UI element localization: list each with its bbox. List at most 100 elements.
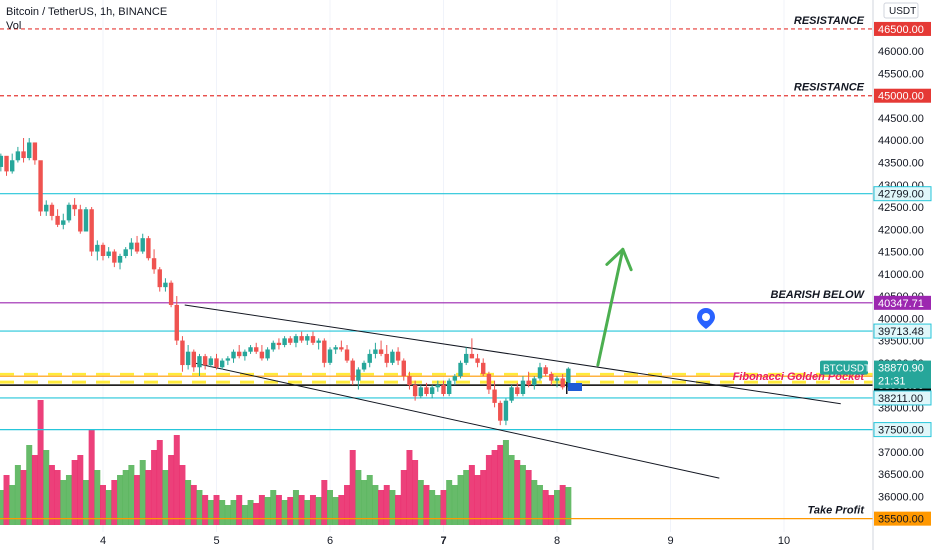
volume-bar [139, 460, 146, 525]
volume-bar [423, 485, 430, 525]
candle-body [66, 204, 72, 221]
x-tick-label: 7 [440, 535, 446, 547]
candle-body [407, 376, 412, 386]
candle-body [554, 378, 560, 381]
price-label-box [873, 390, 932, 406]
pin-center [702, 313, 710, 321]
last-price-value: 38870.90 [878, 363, 924, 375]
candle-body [498, 402, 503, 421]
candle-body [305, 336, 310, 341]
candle-body [356, 369, 361, 381]
volume-bar [321, 480, 328, 525]
candle-body [78, 209, 83, 232]
volume-bar [230, 500, 237, 525]
volume-bar [519, 465, 526, 525]
price-label-box [873, 186, 932, 202]
candle-body [469, 353, 475, 359]
volume-bar [20, 470, 27, 525]
volume-bar [111, 480, 118, 525]
volume-bar [281, 500, 288, 525]
candle-body [549, 373, 554, 381]
volume-bar [173, 435, 180, 525]
price-label-text: 38211.00 [878, 393, 923, 405]
candle-body [441, 385, 446, 394]
volume-bar [202, 495, 209, 525]
candle-body [38, 160, 43, 212]
level-label: RESISTANCE [794, 15, 865, 27]
y-tick-label: 44500.00 [878, 113, 924, 125]
volume-bar [457, 475, 464, 525]
candle-body [452, 376, 458, 381]
y-tick-label: 43500.00 [878, 157, 924, 169]
candle-body [123, 249, 128, 256]
volume-bar [94, 470, 101, 525]
y-tick-label: 40000.00 [878, 313, 924, 325]
volume-bar [292, 490, 299, 525]
volume-bar [332, 497, 339, 525]
volume-bar [502, 440, 509, 525]
volume-bar [434, 495, 441, 525]
candle-body [492, 389, 497, 403]
volume-bar [3, 475, 10, 525]
volume-bar [270, 490, 277, 525]
volume-bar [531, 480, 538, 525]
candle-body [134, 242, 140, 252]
volume-bar [554, 490, 560, 525]
candle-body [4, 155, 9, 172]
candle-body [395, 351, 401, 361]
volume-bar [14, 465, 21, 525]
volume-bar [37, 400, 44, 525]
volume-bar [258, 495, 265, 525]
volume-bar [82, 480, 89, 525]
volume-bar [162, 470, 169, 525]
price-label-text: 45000.00 [878, 91, 924, 103]
candle-body [185, 351, 191, 366]
volume-bar [440, 490, 447, 525]
candle-body [384, 353, 389, 363]
projection-arrow[interactable] [596, 247, 625, 367]
y-tick-label: 39500.00 [878, 336, 924, 348]
candle-body [225, 358, 231, 361]
candle-body [378, 349, 384, 354]
volume-bar [548, 495, 555, 525]
candle-body [197, 356, 202, 368]
y-tick-label: 46000.00 [878, 46, 924, 58]
candle-body [83, 209, 89, 232]
flag-icon[interactable] [568, 383, 582, 391]
candle-body [89, 209, 94, 252]
trendline[interactable] [193, 362, 720, 479]
volume-bar [122, 470, 129, 525]
candle-body [424, 387, 429, 394]
y-tick-label: 37000.00 [878, 447, 924, 459]
volume-bar [105, 490, 112, 525]
symbol-title[interactable]: Bitcoin / TetherUS, 1h, BINANCE [6, 6, 168, 18]
currency-badge[interactable] [883, 2, 919, 19]
volume-bar [219, 500, 226, 525]
volume-bar [0, 490, 4, 525]
candle-body [520, 380, 526, 394]
volume-bar [395, 495, 402, 525]
volume-bar [446, 480, 453, 525]
level-label: Take Profit [808, 505, 866, 517]
candle-body [49, 204, 55, 216]
volume-bar [128, 465, 135, 525]
price-label-box [874, 295, 931, 310]
volume-bar [168, 455, 175, 525]
candle-body [15, 151, 21, 161]
level-label: RESISTANCE [794, 82, 865, 94]
candle-body [163, 282, 168, 288]
candle-body [361, 362, 367, 370]
candle-body [248, 347, 253, 352]
volume-label: Vol [6, 20, 22, 32]
volume-bar [196, 490, 203, 525]
volume-bar [565, 487, 572, 525]
volume-bar [134, 475, 141, 525]
price-label-box [874, 21, 931, 36]
candle-body [72, 204, 77, 210]
candle-body [288, 338, 293, 343]
trendline[interactable] [184, 304, 841, 405]
volume-bar [100, 485, 106, 525]
candle-body [27, 142, 32, 159]
